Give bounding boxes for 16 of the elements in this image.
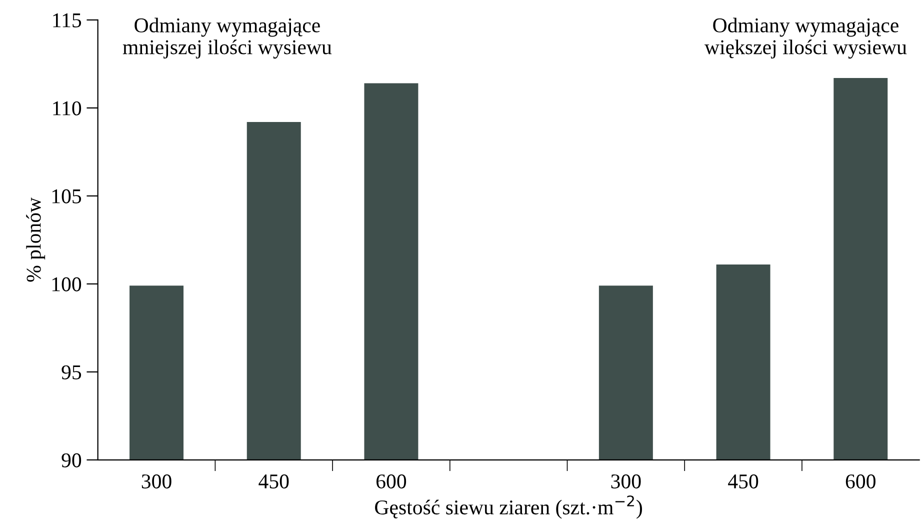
x-tick-label: 300 (142, 474, 172, 488)
annotation: Odmiany wymagające mniejszej ilości wysiewu (122, 18, 332, 59)
x-tick-label: 450 (258, 474, 289, 488)
x-tick-label: 600 (846, 474, 876, 488)
x-axis-title: Gęstość siewu ziaren (szt.·m$^{−2}$) (375, 495, 642, 519)
y-tick-label: 90 (62, 453, 82, 468)
y-tick-label: 105 (52, 189, 82, 204)
y-tick-label: 110 (53, 101, 82, 116)
x-tick-label: 300 (611, 474, 641, 488)
annotation: Odmiany wymagające większej ilości wysiewu (704, 18, 907, 59)
y-tick-label: 100 (52, 277, 82, 292)
x-tick-label: 600 (376, 474, 406, 488)
y-tick-label: 95 (62, 365, 82, 380)
y-axis-title: % plonów (26, 197, 46, 282)
y-tick-label: 115 (53, 13, 82, 28)
x-tick-label: 450 (728, 474, 758, 488)
